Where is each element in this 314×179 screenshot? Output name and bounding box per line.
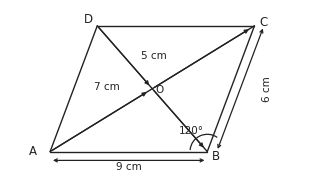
- Text: B: B: [212, 150, 220, 163]
- Text: 5 cm: 5 cm: [141, 51, 167, 61]
- Text: A: A: [29, 145, 37, 158]
- Text: 7 cm: 7 cm: [94, 82, 120, 92]
- Text: C: C: [259, 16, 268, 29]
- Text: D: D: [84, 13, 93, 26]
- Text: O: O: [155, 85, 163, 95]
- Text: 9 cm: 9 cm: [116, 162, 142, 172]
- Text: 6 cm: 6 cm: [262, 76, 272, 102]
- Text: 120°: 120°: [179, 126, 204, 136]
